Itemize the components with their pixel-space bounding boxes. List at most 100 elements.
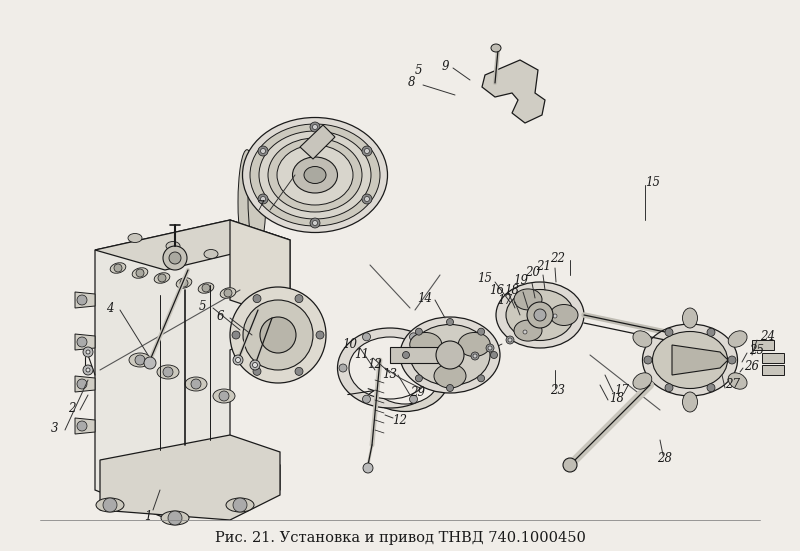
Circle shape <box>163 246 187 270</box>
Text: 20: 20 <box>526 266 541 278</box>
Text: 12: 12 <box>367 359 382 371</box>
Circle shape <box>488 346 492 350</box>
Circle shape <box>363 463 373 473</box>
Circle shape <box>77 295 87 305</box>
Ellipse shape <box>682 392 698 412</box>
Ellipse shape <box>633 331 652 347</box>
Circle shape <box>135 355 145 365</box>
Circle shape <box>253 368 261 375</box>
Ellipse shape <box>514 320 542 341</box>
Circle shape <box>77 379 87 389</box>
Ellipse shape <box>491 44 501 52</box>
Text: 22: 22 <box>550 251 566 264</box>
Circle shape <box>365 197 370 202</box>
Ellipse shape <box>132 268 148 278</box>
Text: 19: 19 <box>514 274 529 288</box>
Polygon shape <box>300 125 335 159</box>
Ellipse shape <box>506 289 574 341</box>
Circle shape <box>86 350 90 354</box>
Text: 17: 17 <box>498 294 513 306</box>
Circle shape <box>86 368 90 372</box>
Ellipse shape <box>633 373 652 389</box>
Ellipse shape <box>514 289 542 310</box>
Circle shape <box>339 364 347 372</box>
Ellipse shape <box>242 117 387 233</box>
Circle shape <box>365 149 370 154</box>
Text: 5: 5 <box>414 63 422 77</box>
Ellipse shape <box>642 324 738 396</box>
Text: 1: 1 <box>144 510 152 522</box>
Circle shape <box>295 295 303 302</box>
Ellipse shape <box>728 331 747 347</box>
Circle shape <box>103 498 117 512</box>
Ellipse shape <box>338 328 442 408</box>
Ellipse shape <box>361 344 449 412</box>
Circle shape <box>316 331 324 339</box>
Circle shape <box>707 383 715 392</box>
Circle shape <box>233 498 247 512</box>
Polygon shape <box>75 292 95 308</box>
Circle shape <box>230 287 326 383</box>
Circle shape <box>473 354 477 358</box>
Circle shape <box>551 312 559 320</box>
Circle shape <box>233 355 243 365</box>
Circle shape <box>534 309 546 321</box>
Text: 18: 18 <box>505 284 519 296</box>
Circle shape <box>471 352 479 360</box>
Circle shape <box>527 302 553 328</box>
Circle shape <box>253 363 258 368</box>
Circle shape <box>243 300 313 370</box>
Circle shape <box>219 391 229 401</box>
Text: 25: 25 <box>750 343 765 356</box>
Circle shape <box>295 368 303 375</box>
Circle shape <box>77 421 87 431</box>
Text: 15: 15 <box>646 176 661 188</box>
Circle shape <box>486 344 494 352</box>
Text: 11: 11 <box>354 348 370 361</box>
Circle shape <box>508 338 512 342</box>
Text: 4: 4 <box>106 301 114 315</box>
Circle shape <box>478 328 485 335</box>
Text: 17: 17 <box>614 383 630 397</box>
Ellipse shape <box>653 332 727 388</box>
Circle shape <box>665 328 673 336</box>
Circle shape <box>362 333 370 341</box>
Ellipse shape <box>682 308 698 328</box>
Ellipse shape <box>293 157 338 193</box>
Circle shape <box>83 347 93 357</box>
Circle shape <box>665 383 673 392</box>
Ellipse shape <box>176 278 192 288</box>
Ellipse shape <box>496 282 584 348</box>
Circle shape <box>478 375 485 382</box>
Circle shape <box>202 284 210 292</box>
Circle shape <box>114 264 122 272</box>
Text: 23: 23 <box>550 383 566 397</box>
Text: 13: 13 <box>382 369 398 381</box>
Circle shape <box>410 333 418 341</box>
Text: 21: 21 <box>537 260 551 273</box>
Polygon shape <box>230 220 290 320</box>
Circle shape <box>158 274 166 282</box>
Circle shape <box>83 365 93 375</box>
Ellipse shape <box>213 389 235 403</box>
Polygon shape <box>75 418 95 434</box>
Ellipse shape <box>166 241 180 251</box>
Circle shape <box>415 328 422 335</box>
Ellipse shape <box>400 317 500 393</box>
Circle shape <box>313 220 318 225</box>
Circle shape <box>362 194 372 204</box>
Circle shape <box>490 352 498 359</box>
Circle shape <box>169 252 181 264</box>
Ellipse shape <box>728 373 747 389</box>
Circle shape <box>163 367 173 377</box>
Ellipse shape <box>304 166 326 183</box>
Circle shape <box>436 341 464 369</box>
Circle shape <box>402 352 410 359</box>
Circle shape <box>521 328 529 336</box>
Circle shape <box>260 317 296 353</box>
Circle shape <box>536 320 544 328</box>
Polygon shape <box>100 435 280 520</box>
Ellipse shape <box>250 124 380 226</box>
Circle shape <box>261 197 266 202</box>
Circle shape <box>362 146 372 156</box>
